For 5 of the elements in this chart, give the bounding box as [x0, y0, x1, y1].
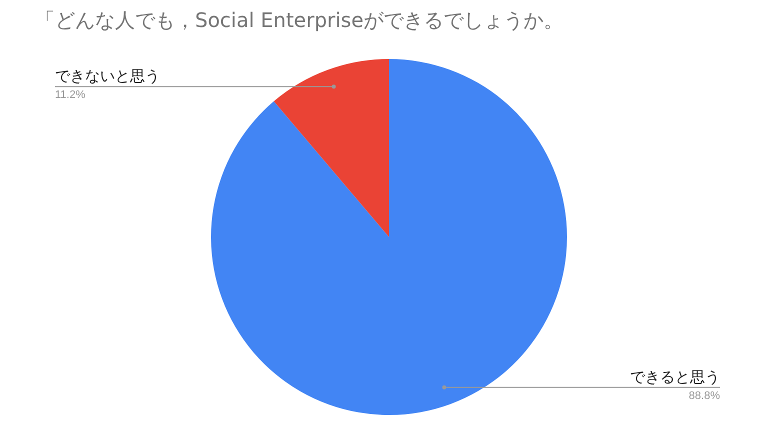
chart-title: 「どんな人でも，Social Enterpriseができるでしょうか。	[35, 8, 564, 32]
slice-label: できないと思う	[55, 67, 160, 86]
data-label: 11.2%	[55, 89, 86, 102]
data-label: 88.8%	[688, 390, 720, 402]
slice-label: できると思う	[630, 368, 720, 386]
